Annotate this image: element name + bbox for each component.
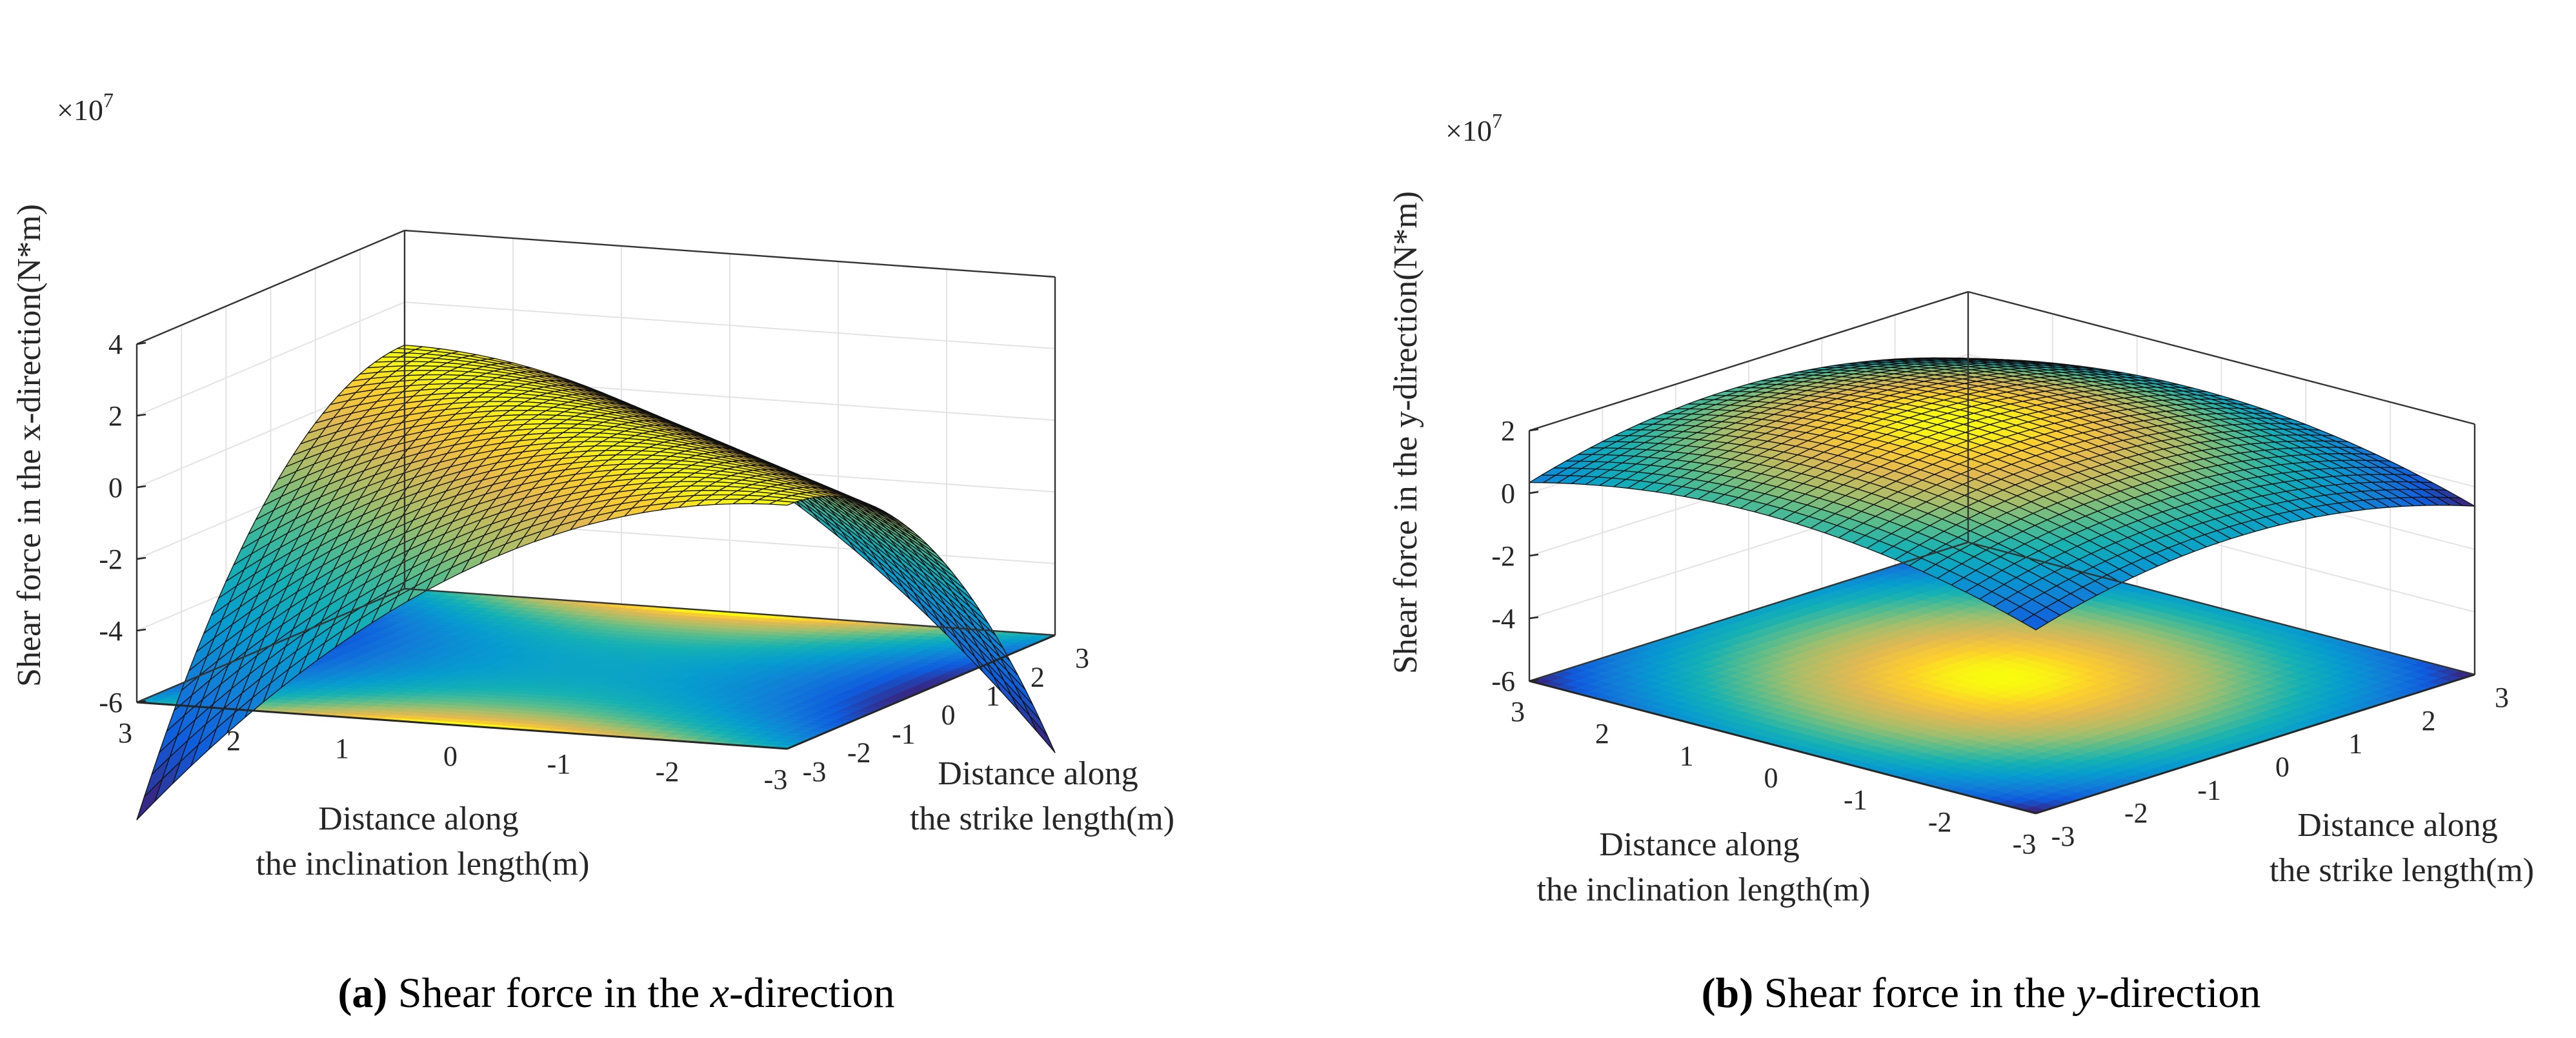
y-tick-label: 3: [1075, 642, 1089, 674]
panel-a-y-axis-label: Distance along the strike length(m): [910, 755, 1174, 837]
panel-a-surface: [136, 344, 1056, 820]
x-tick-label: -2: [656, 756, 679, 788]
z-tick-label: -4: [99, 615, 123, 647]
y-tick-label: -3: [803, 756, 827, 788]
z-tick-label: -6: [99, 687, 123, 718]
y-tick-label: 1: [986, 680, 1000, 712]
y-tick-label: -2: [847, 737, 871, 769]
x-tick-label: -1: [547, 748, 571, 780]
x-tick-label: 1: [335, 733, 349, 764]
x-tick-label: 2: [226, 725, 241, 757]
panel-a-exponent-label: ×107: [57, 88, 114, 127]
surface-cell: [1029, 715, 1056, 753]
panel-a-x-axis-label: Distance along the inclination length(m): [256, 800, 590, 882]
y-tick-label: -1: [892, 718, 916, 749]
z-tick-label: -2: [99, 544, 123, 575]
panel-a-caption: (a) Shear force in the x-direction: [337, 970, 894, 1017]
x-tick-label: -3: [764, 764, 788, 795]
x-tick-label: 0: [443, 740, 458, 772]
z-tick-label: 2: [108, 400, 123, 432]
y-tick-label: 2: [1031, 661, 1045, 693]
z-tick-label: 4: [108, 329, 123, 360]
panel-a-z-axis-label: Shear force in the x-direction(N*m): [11, 204, 48, 687]
x-tick-label: 3: [118, 717, 132, 749]
z-tick-label: 0: [108, 472, 123, 504]
y-tick-label: 0: [941, 699, 956, 731]
